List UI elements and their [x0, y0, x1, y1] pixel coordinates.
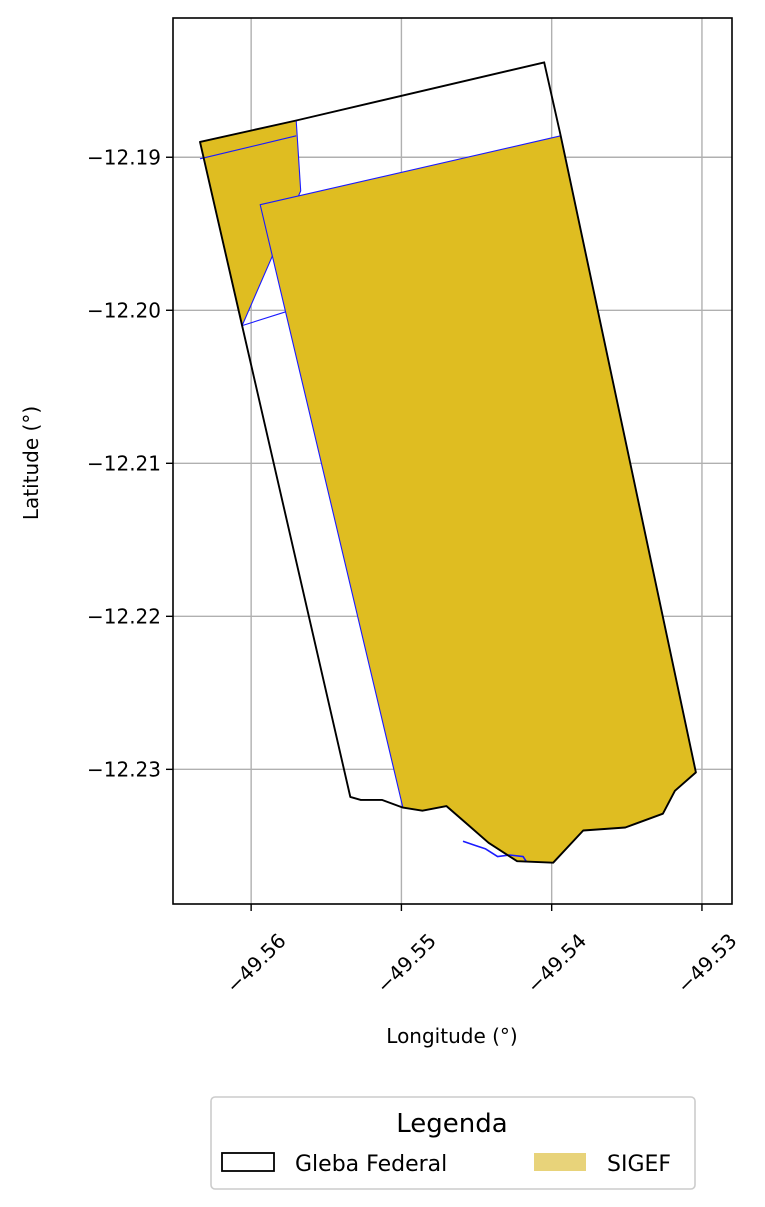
- legend-title: Legenda: [396, 1109, 507, 1139]
- sigef-parcel-1: [259, 135, 697, 864]
- legend-label-sigef: SIGEF: [607, 1152, 671, 1177]
- x-tick-label-1: −49.55: [372, 929, 441, 998]
- x-tick-label-0: −49.56: [221, 929, 290, 998]
- y-tick-label-4: −12.23: [87, 757, 161, 781]
- y-tick-label-1: −12.20: [87, 298, 161, 322]
- legend-swatch-sigef: [534, 1153, 586, 1171]
- gleba-federal-boundary-0: [199, 61, 697, 864]
- y-axis-label: Latitude (°): [19, 406, 43, 520]
- y-tick-label-3: −12.22: [87, 604, 161, 628]
- x-tick-label-2: −49.54: [522, 929, 591, 998]
- map-layers: [199, 61, 697, 864]
- y-tick-label-2: −12.21: [87, 451, 161, 475]
- legend: Legenda Gleba Federal SIGEF: [210, 1096, 696, 1190]
- axes-frame: [172, 17, 733, 905]
- x-tick-label-3: −49.53: [672, 929, 741, 998]
- legend-swatch-gleba-federal: [221, 1152, 275, 1172]
- sigef-boundary-line-1: [241, 311, 286, 327]
- stream-line: [462, 840, 527, 862]
- sigef-boundary-line-0: [199, 135, 297, 160]
- y-tick-label-0: −12.19: [87, 145, 161, 169]
- legend-label-gleba-federal: Gleba Federal: [295, 1152, 447, 1177]
- x-axis-label: Longitude (°): [386, 1024, 517, 1048]
